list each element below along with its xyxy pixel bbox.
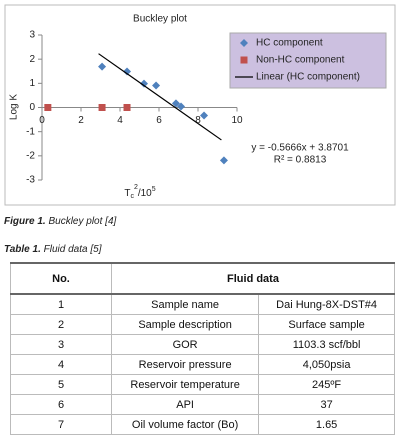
table-cell: 1 bbox=[10, 293, 112, 315]
legend-label: Non-HC component bbox=[256, 55, 345, 66]
table-row: 2 Sample description Surface sample bbox=[10, 314, 395, 335]
table-cell: 37 bbox=[258, 394, 395, 415]
header-cell: No. bbox=[10, 262, 112, 295]
annotation: R² = 0.8813 bbox=[274, 155, 327, 166]
table-cell: 1.65 bbox=[258, 414, 395, 435]
point bbox=[123, 104, 131, 111]
table-row: 6 API 37 bbox=[10, 394, 395, 415]
point bbox=[139, 79, 148, 88]
x-label-sub: c bbox=[130, 193, 134, 200]
table-cell: 6 bbox=[10, 394, 112, 415]
x-label-part: T bbox=[124, 188, 130, 199]
table-cell: 4,050psia bbox=[258, 354, 395, 375]
legend-marker bbox=[240, 56, 248, 64]
point bbox=[177, 102, 186, 111]
table-row: 7 Oil volume factor (Bo) 1.65 bbox=[10, 414, 395, 435]
annotation: y = -0.5666x + 3.8701 bbox=[251, 143, 349, 154]
table-cell: 245ºF bbox=[258, 374, 395, 395]
x-tick-label: 6 bbox=[156, 115, 162, 126]
chart: Buckley plot Log K Tc2/105 y = -0.5666x … bbox=[4, 4, 396, 206]
y-axis-label: Log K bbox=[9, 94, 20, 120]
x-axis-label: Tc2/105 bbox=[124, 184, 155, 200]
table-cell: Sample name bbox=[110, 293, 260, 315]
table-cell: 3 bbox=[10, 334, 112, 355]
point bbox=[44, 104, 52, 111]
x-tick-label: 4 bbox=[117, 115, 123, 126]
trend-line bbox=[98, 53, 222, 141]
table-row: 4 Reservoir pressure 4,050psia bbox=[10, 354, 395, 375]
table-body: 1 Sample name Dai Hung-8X-DST#4 2 Sample des… bbox=[10, 293, 395, 435]
legend-label: Linear (HC component) bbox=[256, 72, 360, 83]
header-row: No. Fluid data bbox=[10, 262, 395, 295]
table-cell: 1103.3 scf/bbl bbox=[258, 334, 395, 355]
header-cell: Fluid data bbox=[111, 262, 395, 295]
x-label-sup: 5 bbox=[152, 186, 156, 193]
table-row: 1 Sample name Dai Hung-8X-DST#4 bbox=[10, 293, 395, 315]
table-cell: Surface sample bbox=[258, 314, 395, 335]
chart-title: Buckley plot bbox=[133, 14, 187, 25]
legend-label: HC component bbox=[256, 38, 323, 49]
table-row: 3 GOR 1103.3 scf/bbl bbox=[10, 334, 395, 355]
table-caption: Table 1. Fluid data [5] bbox=[4, 244, 101, 255]
table-cell: 7 bbox=[10, 414, 112, 435]
x-label-sup: 2 bbox=[134, 184, 138, 191]
legend-marker bbox=[240, 39, 248, 47]
y-tick-label: -1 bbox=[26, 126, 35, 137]
table-cell: GOR bbox=[110, 334, 260, 355]
point bbox=[171, 99, 180, 108]
point bbox=[98, 104, 106, 111]
table-cell: Oil volume factor (Bo) bbox=[110, 414, 260, 435]
x-label-part: /10 bbox=[138, 188, 152, 199]
chart-frame bbox=[4, 4, 396, 206]
point bbox=[200, 111, 209, 120]
x-tick-label: 2 bbox=[78, 115, 84, 126]
y-tick-label: -2 bbox=[26, 150, 35, 161]
caption-text: Buckley plot [4] bbox=[48, 216, 117, 227]
x-tick-label: 10 bbox=[231, 115, 243, 126]
point bbox=[152, 81, 161, 90]
table-cell: Sample description bbox=[110, 314, 260, 335]
y-tick-label: 3 bbox=[29, 30, 35, 41]
x-tick-label: 8 bbox=[195, 115, 201, 126]
y-tick-label: 0 bbox=[29, 102, 35, 113]
caption-label: Figure 1. bbox=[4, 216, 46, 227]
y-tick-label: 2 bbox=[29, 54, 35, 65]
table-cell: 5 bbox=[10, 374, 112, 395]
y-tick-label: -3 bbox=[26, 175, 35, 186]
point bbox=[123, 67, 132, 76]
point bbox=[219, 156, 228, 165]
table-cell: 2 bbox=[10, 314, 112, 335]
caption-text: Fluid data [5] bbox=[43, 244, 102, 255]
table-cell: Dai Hung-8X-DST#4 bbox=[258, 293, 395, 315]
table-row: 5 Reservoir temperature 245ºF bbox=[10, 374, 395, 395]
table-cell: Reservoir pressure bbox=[110, 354, 260, 375]
fluid-table: No. Fluid data 1 Sample name Dai Hung-8X-D… bbox=[10, 262, 395, 435]
x-tick-label: 0 bbox=[39, 115, 45, 126]
legend: HC component Non-HC component Linear (HC c… bbox=[229, 32, 387, 89]
point bbox=[98, 62, 107, 71]
table-cell: Reservoir temperature bbox=[110, 374, 260, 395]
figure-caption: Figure 1. Buckley plot [4] bbox=[4, 216, 116, 227]
y-tick-label: 1 bbox=[29, 78, 35, 89]
table-cell: 4 bbox=[10, 354, 112, 375]
caption-label: Table 1. bbox=[4, 244, 41, 255]
legend-box bbox=[229, 32, 387, 89]
table-cell: API bbox=[110, 394, 260, 415]
